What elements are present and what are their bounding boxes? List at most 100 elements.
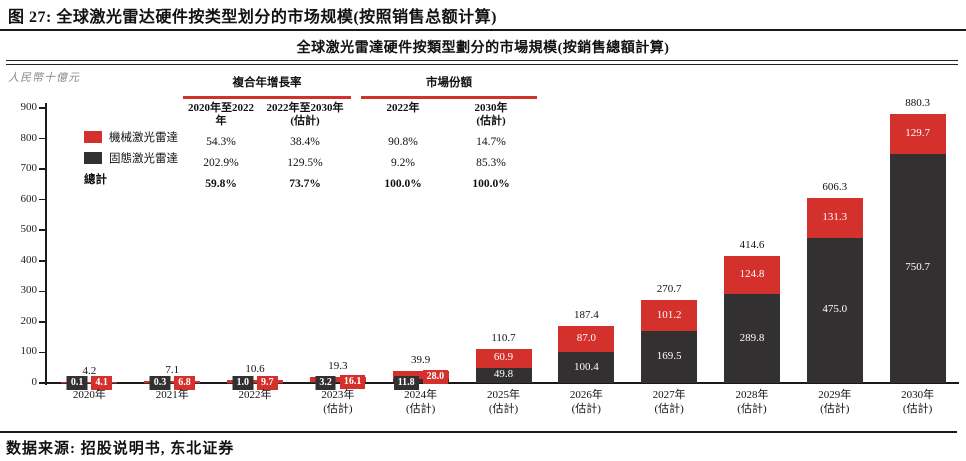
- bar-value-label-mechanical: 60.9: [493, 351, 514, 364]
- bar-value-chip-solid-state: 0.3: [149, 376, 171, 390]
- x-axis-category-label: 2030年 (估計): [901, 389, 935, 415]
- bar-value-chip-mechanical: 9.7: [257, 376, 278, 390]
- bar-value-label-solid-state: 289.8: [739, 331, 765, 344]
- bar-total-label: 880.3: [905, 96, 930, 109]
- x-axis-category-label: 2023年 (估計): [321, 389, 355, 415]
- bar-value-chip-mechanical: 16.1: [339, 375, 366, 390]
- bar-value-label-solid-state: 750.7: [905, 261, 930, 274]
- bar-value-label-solid-state: 169.5: [656, 350, 682, 363]
- bar-segment-mechanical: [475, 349, 532, 368]
- y-axis-tick-label: 100: [20, 345, 38, 358]
- legend-total-label: 總計: [84, 173, 107, 186]
- y-axis-tick-label: 200: [20, 314, 38, 327]
- bar-segment-mechanical: [806, 197, 863, 238]
- bar-value-label-mechanical: 87.0: [576, 332, 596, 345]
- bar-value-label-mechanical: 131.3: [822, 210, 848, 223]
- x-axis-category-label: 2024年 (估計): [404, 389, 438, 415]
- bar-segment-mechanical: [641, 300, 698, 332]
- y-axis-tick: [39, 290, 45, 293]
- x-axis-line: [44, 382, 959, 384]
- source-divider: [0, 431, 957, 433]
- x-axis-category-label: 2029年 (估計): [818, 389, 852, 415]
- table-cell: 14.7%: [476, 136, 506, 148]
- bar-value-label-solid-state: 49.8: [493, 368, 514, 381]
- table-column-header: 2020年至2022年: [188, 101, 254, 127]
- table-spacer: [351, 174, 361, 195]
- y-axis-tick-label: 700: [20, 162, 38, 175]
- bar-value-label-mechanical: 101.2: [656, 308, 682, 321]
- bar-segment-solid-state: [806, 237, 863, 383]
- y-axis-unit-label: 人民幣十億元: [8, 72, 80, 84]
- bar-segment-solid-state: [392, 379, 449, 383]
- bar-value-chip-mechanical: 4.1: [91, 376, 112, 390]
- y-axis-tick: [39, 198, 45, 201]
- chart-top-double-rule: [6, 60, 958, 65]
- table-spacer: [351, 132, 361, 153]
- chart-title: 全球激光雷達硬件按類型劃分的市場規模(按銷售總額計算): [296, 41, 670, 56]
- x-axis-category-label: 2022年: [238, 389, 272, 401]
- y-axis-tick: [39, 168, 45, 170]
- bar-total-label: 10.6: [245, 362, 265, 375]
- x-axis-category-label: 2020年: [72, 389, 106, 401]
- bar-total-label: 414.6: [739, 239, 765, 252]
- bar-value-label-solid-state: 100.4: [573, 360, 599, 373]
- y-axis-tick-label: 0: [31, 376, 38, 388]
- bar-segment-mechanical: [227, 379, 284, 383]
- table-cell: 100.0%: [384, 178, 422, 190]
- table-column-header: 2022年至2030年 (估計): [266, 101, 344, 127]
- bar-segment-solid-state: [889, 153, 946, 383]
- table-cell: 38.4%: [290, 136, 320, 148]
- table-spacer: [351, 153, 361, 174]
- x-axis-category-label: 2021年: [155, 389, 189, 401]
- bar-segment-solid-state: [558, 352, 615, 383]
- bar-value-chip-solid-state: 0.1: [66, 376, 88, 390]
- table-group-header: 市場份額: [426, 77, 472, 89]
- title-divider: [0, 29, 966, 31]
- stats-overlay-table: 複合年增長率 市場份額 2020年至2022年 2022年至2030年 (估計) 202…: [183, 74, 537, 195]
- bar-segment-mechanical: [392, 370, 449, 380]
- bar-value-label-mechanical: 129.7: [905, 126, 930, 139]
- bar-segment-mechanical: [558, 325, 615, 353]
- y-axis-tick: [39, 260, 45, 262]
- table-cell: 202.9%: [203, 157, 239, 169]
- y-axis-tick-label: 300: [20, 284, 38, 297]
- y-axis-tick: [39, 137, 45, 140]
- bar-value-chip-solid-state: 3.2: [315, 376, 336, 390]
- y-axis-tick: [39, 107, 45, 109]
- bar-total-label: 19.3: [328, 360, 348, 373]
- x-axis-category-label: 2025年 (估計): [487, 389, 520, 415]
- legend-swatch-solid-state-icon: [84, 151, 102, 164]
- bar-segment-mechanical: [889, 113, 946, 154]
- y-axis-tick-label: 500: [20, 223, 38, 236]
- y-axis-tick-label: 600: [20, 192, 38, 205]
- bar-segment-solid-state: [723, 294, 780, 383]
- table-cell: 59.8%: [205, 178, 237, 190]
- y-axis-tick-label: 400: [20, 253, 38, 266]
- bar-segment-mechanical: [723, 256, 780, 295]
- bar-segment-solid-state: [475, 367, 532, 383]
- y-axis-tick-label: 800: [20, 131, 38, 144]
- table-cell: 73.7%: [289, 178, 321, 190]
- bar-total-label: 187.4: [573, 308, 599, 321]
- legend-item: 機械激光雷達: [84, 126, 178, 147]
- bar-total-label: 39.9: [411, 353, 431, 366]
- bar-segment-solid-state: [144, 382, 201, 384]
- table-cell: 54.3%: [206, 136, 236, 148]
- bar-value-chip-solid-state: 1.0: [232, 376, 254, 390]
- bar-total-label: 110.7: [491, 332, 516, 345]
- bar-segment-solid-state: [61, 382, 118, 384]
- bar-segment-mechanical: [61, 381, 118, 383]
- bar-value-label-solid-state: 475.0: [822, 303, 848, 316]
- legend-item-label: 固態激光雷達: [109, 152, 178, 165]
- bar-value-chip-solid-state: 11.8: [393, 376, 419, 390]
- chart-legend: 機械激光雷達固態激光雷達 總計: [84, 126, 178, 189]
- y-axis-tick: [39, 382, 45, 384]
- figure-title: 图 27: 全球激光雷达硬件按类型划分的市场规模(按照销售总额计算): [8, 9, 497, 26]
- table-cell: 85.3%: [476, 157, 506, 169]
- x-axis-category-label: 2027年 (估計): [652, 389, 686, 415]
- table-group-header: 複合年增長率: [232, 77, 302, 89]
- bar-total-label: 4.2: [82, 364, 97, 377]
- y-axis-line: [44, 103, 47, 385]
